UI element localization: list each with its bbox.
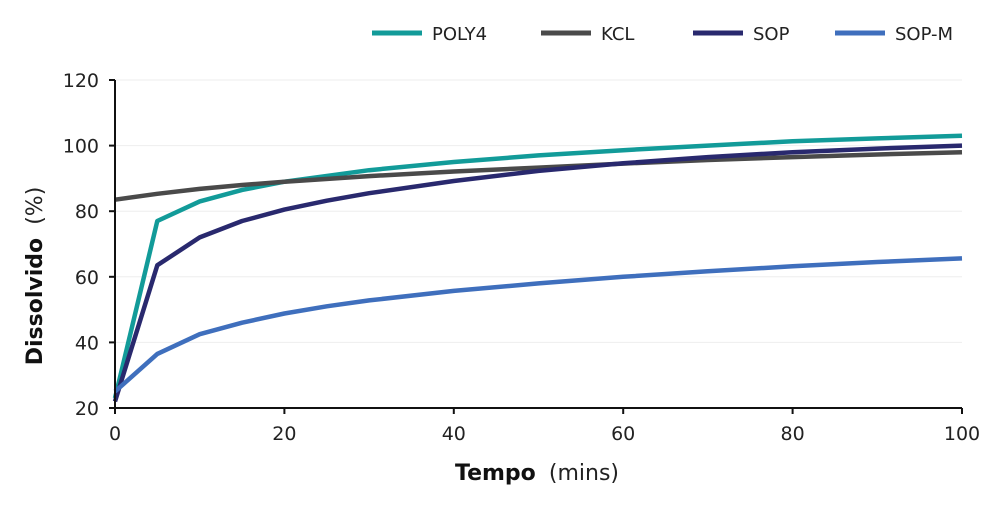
x-tick-label: 40 [442,423,466,445]
x-tick-label: 80 [781,423,805,445]
grid-lines [115,79,962,343]
y-tick-label: 60 [75,267,99,289]
series-line-sop [112,143,963,403]
x-tick-label: 60 [611,423,635,445]
y-tick-label: 20 [75,398,99,420]
y-tick-label: 80 [75,201,99,223]
x-axis-title: Tempo (mins) [455,461,619,486]
series-line-poly4 [112,133,963,399]
legend-label: KCL [601,24,634,45]
y-axis-label: Dissolvido [23,238,48,365]
x-tick-label: 20 [272,423,296,445]
x-tick-label: 100 [944,423,980,445]
series-line-kcl [114,149,963,202]
x-axis-label: Tempo [455,461,536,486]
y-axis-title: Dissolvido (%) [23,187,48,366]
x-axis-unit: (mins) [549,461,619,486]
legend: POLY4 KCL SOP SOP-M [372,24,953,45]
y-tick-label: 120 [63,70,99,92]
series-line-sop-m [113,256,963,394]
legend-item-poly4: POLY4 [372,24,487,45]
y-axis-unit: (%) [23,187,48,225]
legend-item-sop-m: SOP-M [835,24,953,45]
legend-label: POLY4 [432,24,487,45]
x-tick-label: 0 [109,423,121,445]
y-tick-label: 100 [63,136,99,158]
legend-label: SOP [753,24,790,45]
series-lines [112,133,963,403]
tick-labels: 20 40 60 80 100 120 0 20 40 60 80 100 [63,70,980,445]
y-tick-label: 40 [75,332,99,354]
legend-item-sop: SOP [693,24,790,45]
axes [109,79,963,414]
legend-label: SOP-M [895,24,953,45]
legend-item-kcl: KCL [541,24,634,45]
